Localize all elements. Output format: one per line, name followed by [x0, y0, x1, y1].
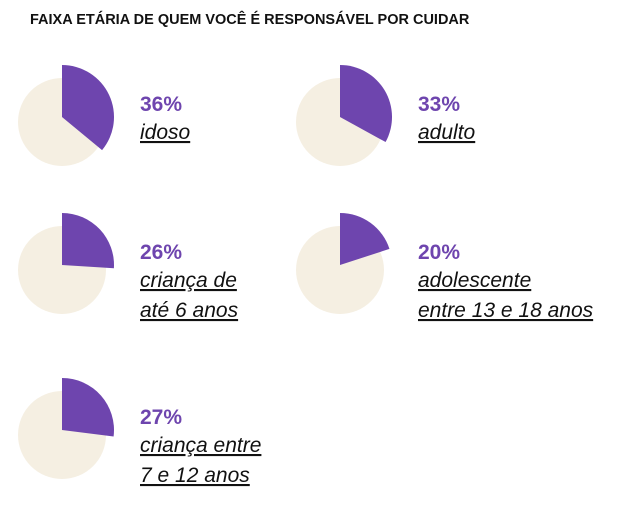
pie-slice [62, 378, 115, 437]
value-label: 27% [140, 406, 182, 429]
value-label: 26% [140, 241, 182, 264]
category-label: criança de [140, 269, 237, 292]
category-label: adolescente [418, 269, 531, 292]
pie-slice [340, 65, 393, 143]
value-label: 20% [418, 241, 460, 264]
pie-slice [62, 213, 114, 269]
category-label: adulto [418, 121, 476, 144]
category-label: idoso [140, 121, 191, 144]
value-label: 33% [418, 93, 460, 116]
pie-slice [62, 65, 114, 151]
category-label: até 6 anos [140, 299, 239, 322]
category-label: entre 13 e 18 anos [418, 299, 594, 322]
chart-title: FAIXA ETÁRIA DE QUEM VOCÊ É RESPONSÁVEL … [30, 10, 470, 28]
category-label: criança entre [140, 434, 261, 457]
pie-slice [340, 213, 390, 265]
category-label: 7 e 12 anos [140, 464, 250, 487]
value-label: 36% [140, 93, 182, 116]
